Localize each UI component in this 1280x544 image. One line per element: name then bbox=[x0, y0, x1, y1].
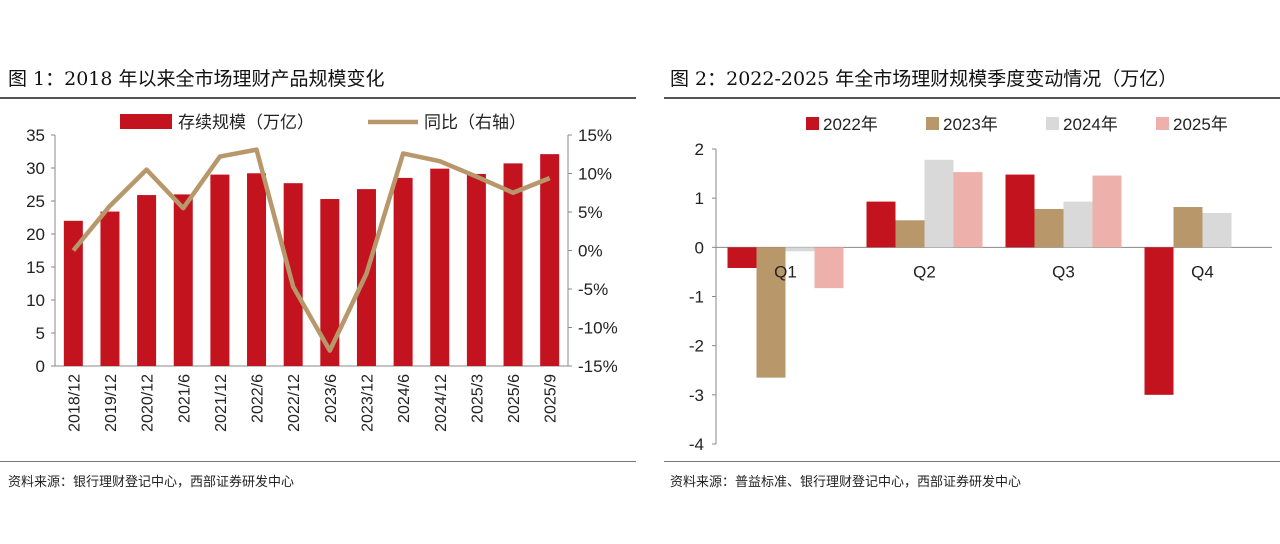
category-label-Q4: Q4 bbox=[1191, 262, 1214, 281]
category-label-Q2: Q2 bbox=[913, 262, 936, 281]
bar-Q1-2022年 bbox=[727, 247, 757, 268]
right-y-tick-label: 5% bbox=[578, 203, 603, 222]
y-tick-label: -1 bbox=[689, 288, 704, 307]
right-source-rule bbox=[664, 461, 1280, 462]
bar-2022-6 bbox=[247, 173, 267, 366]
y-tick-label: -2 bbox=[689, 337, 704, 356]
bar-Q3-2025年 bbox=[1092, 175, 1122, 248]
legend-label-2024年: 2024年 bbox=[1063, 115, 1118, 134]
bar-2025-6 bbox=[503, 163, 523, 366]
left-y-tick-label: 10 bbox=[26, 291, 45, 310]
bar-Q4-2023年 bbox=[1173, 207, 1203, 248]
legend-label-2023年: 2023年 bbox=[943, 115, 998, 134]
legend-label-2022年: 2022年 bbox=[823, 115, 878, 134]
left-y-tick-label: 20 bbox=[26, 225, 45, 244]
bar-2025-3 bbox=[466, 173, 486, 366]
right-y-tick-label: 15% bbox=[578, 126, 612, 145]
left-title-rule bbox=[0, 97, 636, 99]
bar-Q1-2025年 bbox=[814, 247, 844, 289]
x-tick-label: 2024/12 bbox=[433, 374, 450, 432]
bar-Q3-2022年 bbox=[1005, 174, 1035, 248]
y-tick-label: 0 bbox=[695, 238, 704, 257]
bar-2025-9 bbox=[540, 154, 560, 366]
bar-2019-12 bbox=[100, 211, 120, 366]
legend-label-line: 同比（右轴） bbox=[424, 113, 526, 132]
left-figure-title: 图 1：2018 年以来全市场理财产品规模变化 bbox=[8, 68, 385, 90]
legend-swatch-2024年 bbox=[1046, 117, 1059, 130]
left-y-tick-label: 35 bbox=[26, 126, 45, 145]
left-y-tick-label: 0 bbox=[36, 357, 45, 376]
right-y-tick-label: 10% bbox=[578, 165, 612, 184]
x-tick-label: 2025/3 bbox=[469, 374, 486, 423]
right-y-tick-label: -15% bbox=[578, 357, 618, 376]
x-tick-label: 2018/12 bbox=[66, 374, 83, 432]
x-tick-label: 2024/6 bbox=[396, 374, 413, 423]
x-tick-label: 2022/6 bbox=[250, 374, 267, 423]
right-y-tick-label: -10% bbox=[578, 319, 618, 338]
bar-Q4-2022年 bbox=[1144, 247, 1174, 395]
x-tick-label: 2022/12 bbox=[286, 374, 303, 432]
legend-swatch-2022年 bbox=[806, 117, 819, 130]
legend-swatch-2023年 bbox=[926, 117, 939, 130]
x-tick-label: 2020/12 bbox=[140, 374, 157, 432]
category-label-Q3: Q3 bbox=[1052, 262, 1075, 281]
x-tick-label: 2021/12 bbox=[213, 374, 230, 432]
right-source-note: 资料来源：普益标准、银行理财登记中心，西部证券研发中心 bbox=[670, 475, 1022, 490]
bar-2021-6 bbox=[173, 194, 193, 366]
bar-2021-12 bbox=[210, 174, 230, 366]
bar-2024-6 bbox=[393, 177, 413, 366]
right-chart: -4 -3 -2 -1 0 1 2 Q1 Q2 Q3 Q4 2022年 2023年 2024年 2025年 bbox=[689, 115, 1272, 454]
right-figure-title: 图 2：2022-2025 年全市场理财规模季度变动情况（万亿） bbox=[670, 68, 1178, 90]
category-label-Q1: Q1 bbox=[774, 262, 797, 281]
bar-Q4-2024年 bbox=[1202, 212, 1232, 248]
bar-Q2-2025年 bbox=[953, 172, 983, 248]
left-source-rule bbox=[0, 461, 636, 462]
bar-Q2-2024年 bbox=[924, 159, 954, 248]
legend-label-bar: 存续规模（万亿） bbox=[178, 113, 314, 132]
y-tick-label: -4 bbox=[689, 435, 704, 454]
bar-Q2-2022年 bbox=[866, 201, 896, 248]
right-y-tick-label: 0% bbox=[578, 242, 603, 261]
bar-2024-12 bbox=[430, 168, 450, 366]
left-chart: 0 5 10 15 20 25 30 35 -15% -10% -5% 0% 5% 10% 15% 2018/… bbox=[26, 113, 618, 432]
left-y-tick-label: 5 bbox=[36, 324, 45, 343]
bar-2020-12 bbox=[137, 195, 157, 366]
left-y-tick-label: 25 bbox=[26, 192, 45, 211]
x-tick-label: 2019/12 bbox=[103, 374, 120, 432]
legend-swatch-bar bbox=[120, 114, 172, 129]
right-title-rule bbox=[664, 97, 1280, 99]
left-y-tick-label: 30 bbox=[26, 159, 45, 178]
bar-2022-12 bbox=[283, 183, 303, 366]
x-tick-label: 2023/6 bbox=[323, 374, 340, 423]
yoy-growth-line bbox=[71, 147, 551, 353]
x-tick-label: 2023/12 bbox=[359, 374, 376, 432]
x-tick-label: 2021/6 bbox=[176, 374, 193, 423]
legend-swatch-2025年 bbox=[1156, 117, 1169, 130]
x-tick-label: 2025/9 bbox=[543, 374, 560, 423]
legend-label-2025年: 2025年 bbox=[1173, 115, 1228, 134]
bar-Q1-2024年 bbox=[785, 247, 815, 252]
bar-2023-6 bbox=[320, 199, 340, 366]
left-source-note: 资料来源：银行理财登记中心，西部证券研发中心 bbox=[8, 475, 295, 490]
bar-Q3-2024年 bbox=[1063, 201, 1093, 248]
right-y-tick-label: -5% bbox=[578, 280, 608, 299]
x-tick-label: 2025/6 bbox=[506, 374, 523, 423]
bar-Q2-2023年 bbox=[895, 220, 925, 248]
bar-Q3-2023年 bbox=[1034, 208, 1064, 248]
left-y-tick-label: 15 bbox=[26, 258, 45, 277]
y-tick-label: -3 bbox=[689, 386, 704, 405]
y-tick-label: 2 bbox=[695, 140, 704, 159]
bar-Q1-2023年 bbox=[756, 247, 786, 378]
bar-2018-12 bbox=[63, 220, 83, 366]
y-tick-label: 1 bbox=[695, 189, 704, 208]
